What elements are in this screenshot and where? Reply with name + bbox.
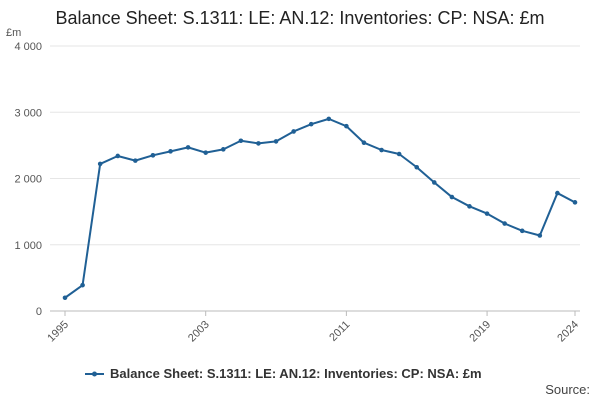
data-point [449,194,455,200]
legend[interactable]: Balance Sheet: S.1311: LE: AN.12: Invent… [85,366,482,381]
legend-series-label: Balance Sheet: S.1311: LE: AN.12: Invent… [110,366,482,381]
axes: 0 1 000 2 000 3 000 4 000 1995 2003 2011 2019 202… [14,41,581,344]
y-axis-unit-label: £m [6,27,21,39]
data-point [291,129,296,134]
data-point [185,145,191,150]
data-point [273,139,279,144]
data-point [238,138,244,144]
data-point [361,140,367,146]
data-point [256,141,261,146]
data-point [467,204,472,209]
data-point [220,147,226,152]
x-tick-label: 2019 [467,319,493,345]
data-point [97,161,103,167]
data-point [133,158,138,163]
data-point [519,228,525,234]
data-point [115,153,121,159]
data-point [432,180,437,185]
y-tick-label: 3 000 [14,107,42,119]
source-label[interactable]: Source: [545,382,590,397]
series-line [64,117,576,299]
x-tick-label: 1995 [45,319,71,345]
y-tick-label: 0 [36,306,42,318]
y-tick-label: 2 000 [14,174,42,186]
data-point [484,211,490,216]
data-point [80,282,85,288]
data-point [379,147,384,153]
data-point [344,123,349,129]
x-tick-label: 2011 [327,319,352,344]
legend-marker-swatch [92,371,97,377]
data-point [396,151,402,157]
y-tick-label: 1 000 [14,240,42,252]
x-tick-label: 2024 [555,319,581,345]
data-point [537,233,543,238]
chart-title: Balance Sheet: S.1311: LE: AN.12: Invent… [56,8,545,28]
data-point [62,295,68,301]
data-point [572,200,578,205]
data-point [414,164,420,170]
gridlines [50,45,580,246]
series-layer [62,116,578,301]
data-point [502,221,507,226]
data-point [150,153,156,158]
data-point [308,121,314,127]
y-tick-label: 4 000 [14,41,42,53]
data-point [203,150,208,155]
data-point [555,190,560,196]
data-point [326,116,332,122]
x-tick-label: 2003 [186,319,212,345]
data-point [168,149,173,154]
